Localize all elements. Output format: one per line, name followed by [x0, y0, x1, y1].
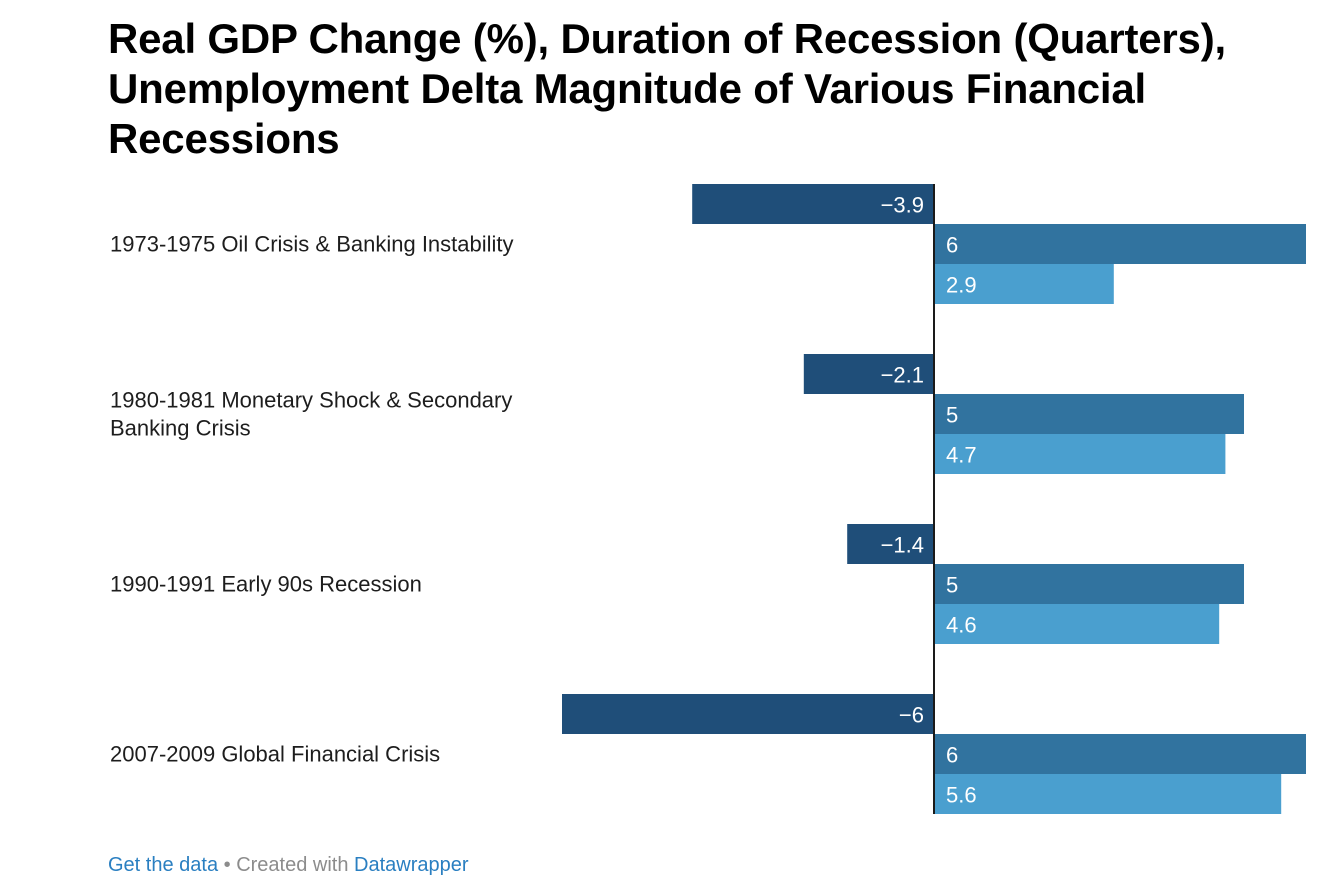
- bar: [692, 184, 934, 224]
- bar-value-label: 5.6: [946, 783, 977, 808]
- bar: [934, 604, 1220, 644]
- category-label: 1973-1975 Oil Crisis & Banking Instabili…: [110, 232, 514, 257]
- chart-title: Real GDP Change (%), Duration of Recessi…: [108, 15, 1226, 162]
- bars: −3.9 6 2.9 −2.1 5 4.7 −1.4 5 4.6 −6 6 5.6: [562, 184, 1306, 814]
- bar: [934, 394, 1244, 434]
- bar-value-label: 6: [946, 233, 958, 258]
- bar-value-label: 5: [946, 403, 958, 428]
- bar: [847, 524, 934, 564]
- category-label: 2007-2009 Global Financial Crisis: [110, 742, 440, 767]
- bar-value-label: −6: [899, 703, 924, 728]
- bar-value-label: 4.6: [946, 613, 977, 638]
- bar-value-label: −2.1: [881, 363, 924, 388]
- category-labels: 1973-1975 Oil Crisis & Banking Instabili…: [110, 232, 514, 767]
- datawrapper-link[interactable]: Datawrapper: [354, 854, 469, 876]
- footer: Get the data • Created with Datawrapper: [108, 852, 469, 878]
- bar-value-label: −1.4: [881, 533, 924, 558]
- category-label: 1980-1981 Monetary Shock & Secondary: [110, 388, 512, 413]
- bar: [934, 434, 1226, 474]
- bar-value-label: 4.7: [946, 443, 977, 468]
- bar: [562, 694, 934, 734]
- category-label: Banking Crisis: [110, 416, 251, 441]
- bar: [803, 354, 934, 394]
- bar-value-label: 5: [946, 573, 958, 598]
- bar-value-label: 2.9: [946, 273, 977, 298]
- created-with-text: • Created with: [218, 854, 355, 876]
- bar-value-label: −3.9: [881, 193, 924, 218]
- bar: [934, 564, 1244, 604]
- bar-value-label: 6: [946, 743, 958, 768]
- bar: [934, 734, 1306, 774]
- get-the-data-link[interactable]: Get the data: [108, 854, 219, 876]
- bar: [934, 264, 1114, 304]
- category-label: 1990-1991 Early 90s Recession: [110, 572, 422, 597]
- bar: [934, 224, 1306, 264]
- bar: [934, 774, 1282, 814]
